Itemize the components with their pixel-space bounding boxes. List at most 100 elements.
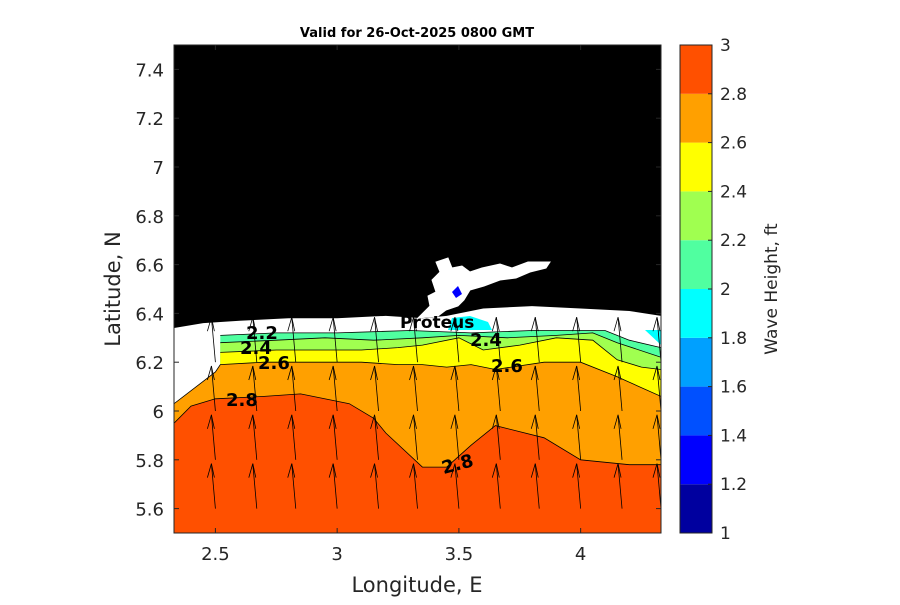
place-label-proteus: Proteus [400, 313, 474, 333]
wave-direction-arrow [613, 317, 623, 363]
contour-label-2.4: 2.4 [240, 338, 272, 359]
x-axis-label: Longitude, E [351, 573, 482, 597]
wave-direction-arrow [652, 414, 661, 460]
band-1.8-2.0-patch [448, 316, 492, 330]
band-1.8-2.0-east [645, 330, 661, 345]
colorbar-tick-label: 2.4 [720, 182, 747, 202]
y-tick-label: 5.6 [135, 500, 164, 521]
wave-direction-arrow [287, 365, 297, 412]
river-inlet [416, 257, 551, 319]
colorbar-tick-label: 2.8 [720, 85, 747, 105]
contour-line-2.8 [174, 393, 661, 468]
colorbar-segment [680, 337, 712, 387]
wave-direction-arrow [530, 463, 540, 509]
contour-line-2.2 [220, 332, 661, 358]
wave-direction-arrow [572, 365, 582, 412]
wave-direction-arrow [174, 357, 175, 363]
wave-direction-arrow [248, 463, 258, 509]
wave-direction-arrow [530, 365, 540, 412]
wave-direction-arrow [409, 317, 418, 363]
wave-direction-arrow [450, 365, 460, 412]
x-tick-label: 3.5 [445, 544, 474, 565]
axes-frame [173, 44, 662, 534]
wave-direction-arrow [174, 504, 175, 509]
wave-direction-arrow [409, 365, 418, 412]
contour-line-2 [220, 330, 661, 348]
colorbar-tick-label: 3 [720, 36, 731, 56]
y-tick-label: 6.2 [135, 353, 164, 374]
small-lagoon [452, 286, 462, 298]
wave-direction-arrow [409, 414, 418, 460]
y-tick-label: 6 [153, 402, 164, 423]
wave-direction-arrow [248, 414, 258, 460]
wave-direction-arrow [287, 463, 297, 509]
wave-direction-arrow [450, 317, 460, 363]
colorbar-segment [680, 142, 712, 192]
y-axis-label: Latitude, N [101, 231, 125, 347]
colorbar-segment [680, 45, 712, 94]
colorbar-segment [680, 93, 712, 143]
colorbar-segment [680, 240, 712, 289]
wave-direction-arrow [572, 463, 582, 509]
y-tick-label: 5.8 [135, 451, 164, 472]
band-2.8-3 [174, 393, 661, 533]
contour-line-2.6 [174, 361, 661, 405]
wave-direction-arrow [491, 365, 501, 412]
contour-label-2.4-east: 2.4 [470, 330, 502, 351]
colorbar-tick-label: 2.2 [720, 231, 747, 251]
colorbar-tick-label: 2.6 [720, 134, 747, 154]
wave-direction-arrow [652, 463, 661, 509]
wave-direction-arrow [530, 414, 540, 460]
wave-direction-arrow [174, 406, 175, 411]
wave-direction-arrow [328, 317, 338, 363]
x-tick-label: 4 [575, 544, 586, 565]
contour-label-2.6: 2.6 [258, 353, 290, 374]
wave-direction-arrow [491, 317, 501, 363]
wave-direction-arrow [652, 365, 661, 412]
wave-direction-arrow [491, 414, 501, 460]
y-tick-label: 7.4 [135, 60, 164, 81]
wave-direction-arrow [530, 317, 540, 363]
wave-direction-arrow [652, 317, 661, 363]
wave-direction-arrow [370, 463, 379, 509]
wave-direction-arrow [207, 317, 216, 363]
y-tick-label: 6.6 [135, 256, 164, 277]
wave-direction-arrow [409, 463, 418, 509]
colorbar-tick-label: 1.8 [720, 329, 747, 349]
chart-title: Valid for 26-Oct-2025 0800 GMT [300, 26, 534, 41]
colorbar-tick-label: 1.6 [720, 378, 747, 398]
y-tick-label: 7.2 [135, 109, 164, 130]
wave-direction-arrow [328, 414, 338, 460]
colorbar-segment [680, 289, 712, 338]
wave-direction-arrow [450, 463, 460, 509]
wave-direction-arrow [370, 365, 379, 412]
x-tick-label: 2.5 [201, 544, 230, 565]
wave-direction-arrow [207, 414, 216, 460]
colorbar-segment [680, 191, 712, 241]
wave-direction-arrow [287, 317, 297, 363]
wave-direction-arrow [572, 317, 582, 363]
wave-direction-arrow [207, 365, 216, 412]
wave-direction-arrow [370, 414, 379, 460]
colorbar-tick-label: 1 [720, 524, 731, 544]
contour-label-2.6-east: 2.6 [491, 356, 523, 377]
wave-direction-arrow [613, 463, 623, 509]
x-tick-label: 3 [331, 544, 342, 565]
colorbar-frame [679, 44, 713, 534]
wave-direction-arrow [328, 463, 338, 509]
wave-direction-arrow [613, 365, 623, 412]
colorbar-segment [680, 386, 712, 436]
colorbar-label: Wave Height, ft [762, 223, 782, 355]
y-tick-label: 6.8 [135, 207, 164, 228]
colorbar-segment [680, 484, 712, 533]
wave-direction-arrow [491, 463, 501, 509]
wave-direction-arrow [174, 455, 175, 460]
contour-label-2.2: 2.2 [246, 323, 278, 344]
y-tick-label: 6.4 [135, 304, 164, 325]
wave-direction-arrow [207, 463, 216, 509]
contour-line-2.4 [220, 337, 661, 370]
wave-direction-arrow [287, 414, 297, 460]
wave-direction-arrow [328, 365, 338, 412]
